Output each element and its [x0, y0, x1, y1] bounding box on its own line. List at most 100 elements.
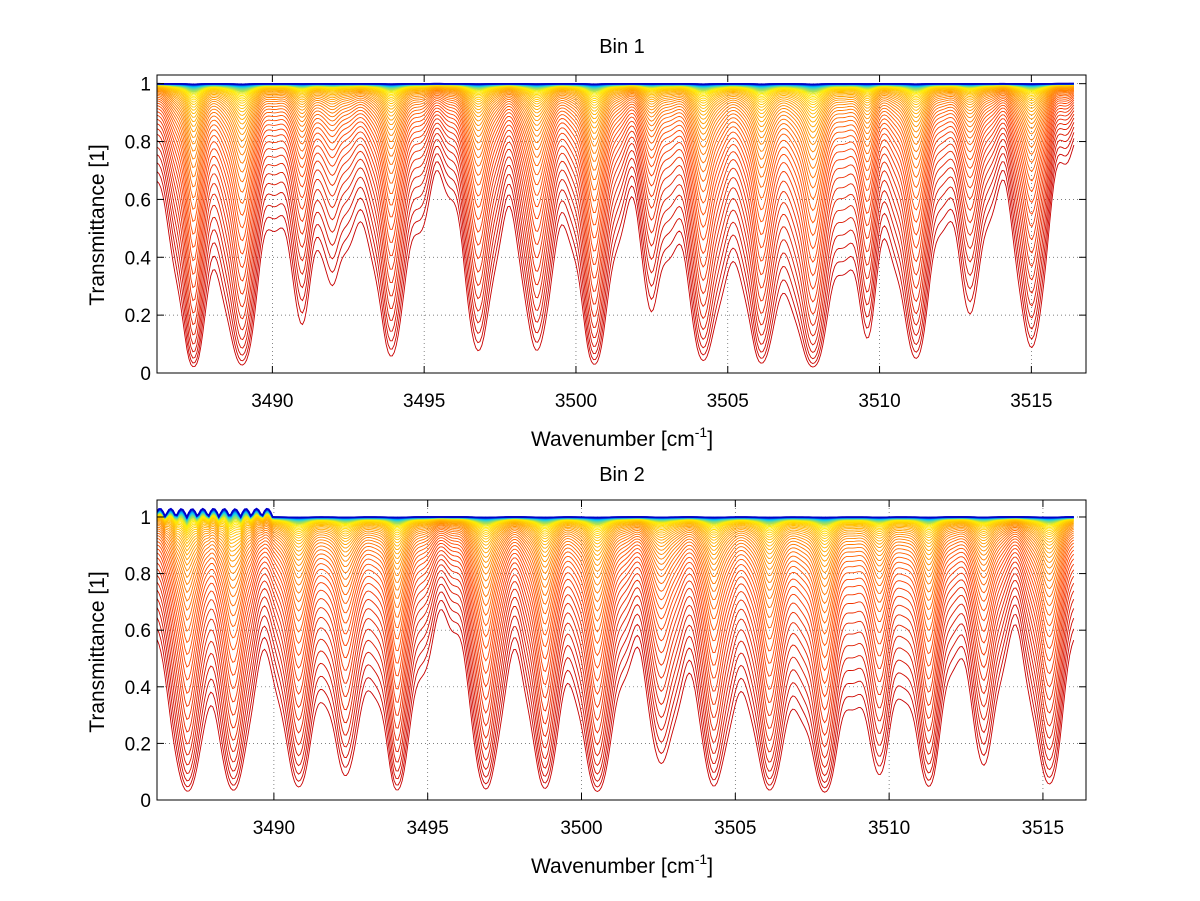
x-tick-label: 3505 — [714, 818, 756, 839]
plot-area — [157, 82, 1075, 368]
chart-bin-1: Bin 1 3490 3495 3500 3505 3510 3515 0 0.2 0.4 0.6… — [86, 36, 1087, 451]
series-line — [157, 126, 1075, 354]
series-line — [157, 82, 1074, 86]
series-line — [157, 517, 1074, 545]
y-tick-label: 1 — [140, 75, 151, 96]
series-line — [157, 86, 1074, 133]
y-tick-label: 0.2 — [125, 306, 151, 327]
series-line — [157, 88, 1075, 161]
series-line — [157, 516, 1074, 542]
series-line — [157, 539, 1075, 672]
x-tick-label: 3490 — [253, 818, 295, 839]
series-line — [157, 90, 1075, 179]
series-line — [157, 583, 1075, 777]
chart-bin-2: Bin 2 3490 3495 3500 3505 3510 3515 0 0.2 0.4 0.6… — [86, 464, 1087, 878]
y-axis-label: Transmittance [1] — [86, 144, 109, 305]
series-line — [157, 515, 1074, 537]
y-tick-label: 1 — [140, 508, 151, 529]
y-tick-label: 0 — [140, 364, 151, 385]
series-line — [157, 122, 1075, 346]
x-axis-label: Wavenumber [cm-1] — [531, 851, 713, 878]
series-line — [157, 523, 1074, 574]
axes-box — [156, 74, 1087, 374]
series-line — [157, 534, 1074, 647]
series-line — [157, 110, 1075, 315]
x-tick-label: 3500 — [555, 391, 597, 412]
series-line — [157, 132, 1075, 360]
series-line — [157, 518, 1074, 549]
series-line — [157, 525, 1074, 588]
series-line — [157, 600, 1075, 789]
series-line — [157, 91, 1075, 189]
series-line — [157, 86, 1074, 128]
y-tick-label: 0.6 — [125, 190, 151, 211]
x-axis-label: Wavenumber [cm-1] — [531, 424, 713, 451]
x-tick-label: 3500 — [560, 818, 602, 839]
series-line — [157, 85, 1074, 119]
series-line — [157, 516, 1074, 540]
series-line — [157, 97, 1075, 250]
series-line — [157, 84, 1074, 103]
series-line — [157, 527, 1074, 605]
series-line — [157, 93, 1075, 212]
axes-box — [156, 499, 1087, 801]
series-line — [157, 138, 1075, 364]
y-tick-label: 0.8 — [125, 133, 151, 154]
series-line — [157, 529, 1074, 614]
series-line — [157, 564, 1075, 748]
series-line — [157, 84, 1074, 111]
y-tick-label: 0.6 — [125, 621, 151, 642]
series-line — [157, 514, 1074, 531]
series-line — [157, 87, 1075, 153]
y-tick-label: 0.4 — [125, 678, 152, 699]
series-line — [157, 113, 1075, 327]
series-line — [157, 570, 1075, 759]
plot-area — [157, 507, 1075, 793]
series-line — [157, 576, 1075, 768]
series-line — [157, 522, 1074, 568]
series-line — [157, 542, 1075, 685]
series-line — [157, 526, 1074, 596]
series-line — [157, 104, 1075, 290]
series-line — [157, 87, 1075, 146]
y-tick-label: 0 — [140, 791, 151, 812]
series-line — [157, 102, 1075, 277]
chart-title: Bin 1 — [599, 36, 645, 58]
ticks: 3490 3495 3500 3505 3510 3515 0 0.2 0.4 0.6 0.8 1 — [125, 500, 1086, 839]
chart-title: Bin 2 — [599, 464, 645, 486]
y-axis-label: Transmittance [1] — [86, 571, 109, 732]
x-tick-label: 3495 — [403, 391, 445, 412]
series-line — [157, 144, 1075, 368]
series-line — [157, 85, 1074, 115]
series-line — [157, 99, 1075, 263]
series-line — [157, 84, 1074, 106]
y-tick-label: 0.8 — [125, 565, 151, 586]
x-tick-label: 3495 — [407, 818, 449, 839]
series-line — [157, 84, 1074, 108]
series-line — [157, 86, 1074, 139]
series-line — [157, 520, 1074, 557]
x-tick-label: 3490 — [251, 391, 293, 412]
series-line — [157, 530, 1074, 624]
x-tick-label: 3515 — [1022, 818, 1064, 839]
series-line — [157, 559, 1075, 737]
y-tick-label: 0.4 — [125, 248, 152, 269]
series-line — [157, 89, 1075, 170]
series-line — [157, 550, 1075, 711]
series-line — [157, 85, 1074, 123]
series-line — [157, 507, 1074, 520]
x-tick-label: 3505 — [707, 391, 749, 412]
series-line — [157, 554, 1075, 724]
series-line — [157, 524, 1074, 580]
series-line — [157, 84, 1074, 101]
series-line — [157, 107, 1075, 303]
series-line — [157, 537, 1075, 659]
x-tick-label: 3510 — [858, 391, 900, 412]
y-tick-label: 0.2 — [125, 734, 151, 755]
series-line — [157, 609, 1075, 793]
series-line — [157, 514, 1074, 533]
series-line — [157, 546, 1075, 698]
series-line — [157, 94, 1075, 224]
series-line — [157, 521, 1074, 562]
